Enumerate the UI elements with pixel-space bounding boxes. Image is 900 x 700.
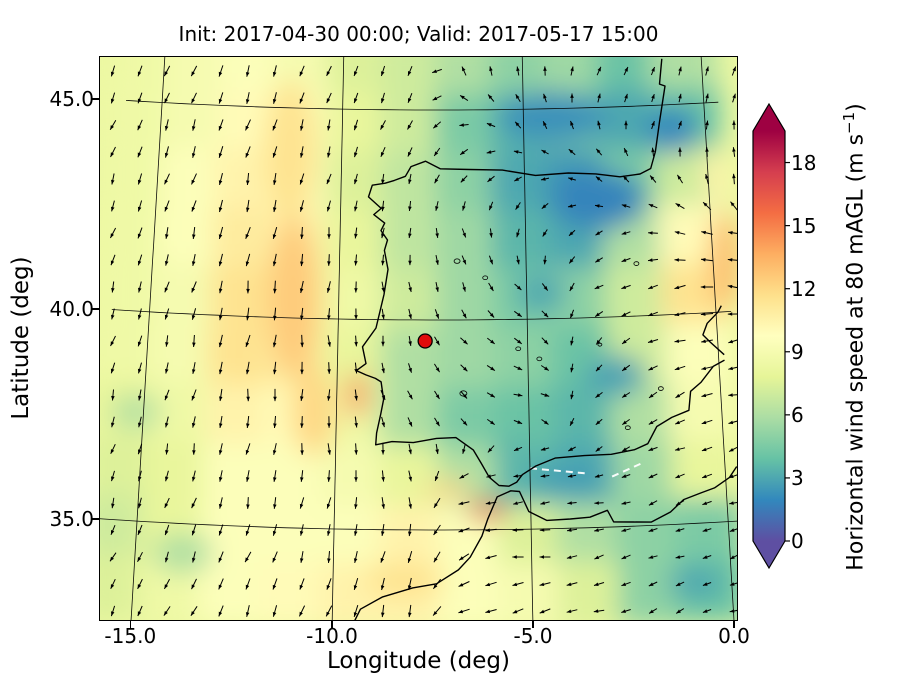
white-dash-segment <box>611 461 644 478</box>
colorbar-tick-label: 15 <box>791 213 817 238</box>
y-tick-mark <box>92 98 99 100</box>
latitude-gridline <box>125 100 719 111</box>
colorbar-tick-label: 0 <box>791 529 804 553</box>
colorbar-tick-marks <box>785 161 790 542</box>
map-plot-area <box>99 56 738 621</box>
colorbar-label-superscript: −1 <box>840 111 858 134</box>
longitude-gridline <box>700 57 735 620</box>
map-canvas <box>100 57 737 620</box>
x-axis-label: Longitude (deg) <box>326 648 510 674</box>
colorbar-label: Horizontal wind speed at 80 mAGL (m s−1) <box>840 32 874 642</box>
site-marker <box>417 333 433 349</box>
wind-speed-field <box>100 57 737 620</box>
white-dash-segment <box>529 467 585 475</box>
latitude-gridline <box>111 309 732 321</box>
y-tick-label: 40.0 <box>49 297 94 321</box>
x-tick-label: -5.0 <box>513 624 553 648</box>
x-tick-label: 0.0 <box>718 624 750 648</box>
colorbar-tick-label: 6 <box>791 402 804 427</box>
graticule <box>100 57 737 620</box>
y-tick-label: 45.0 <box>49 87 94 111</box>
y-tick-label: 35.0 <box>49 507 94 531</box>
colorbar-label-close: ) <box>843 103 869 112</box>
plot-title: Init: 2017-04-30 00:00; Valid: 2017-05-1… <box>178 22 659 46</box>
latitude-gridline <box>100 518 737 531</box>
x-tick-mark <box>532 621 534 628</box>
longitude-gridline <box>521 57 534 620</box>
lakes <box>453 258 664 430</box>
colorbar-bar <box>752 103 786 570</box>
colorbar-tick-label: 3 <box>791 465 804 490</box>
y-tick-mark <box>92 518 99 520</box>
colorbar <box>752 103 790 570</box>
y-axis-label: Latitude (deg) <box>8 256 34 420</box>
colorbar-tick-label: 9 <box>791 339 804 364</box>
x-tick-mark <box>331 621 333 628</box>
x-tick-mark <box>129 621 131 628</box>
wind-arrows <box>109 65 737 618</box>
x-tick-label: -10.0 <box>306 624 358 648</box>
longitude-gridline <box>331 57 345 620</box>
x-tick-label: -15.0 <box>104 624 157 648</box>
colorbar-tick-label: 18 <box>791 150 817 175</box>
x-tick-mark <box>733 621 735 628</box>
y-tick-mark <box>92 308 99 310</box>
colorbar-tick-label: 12 <box>791 276 817 301</box>
colorbar-label-text: Horizontal wind speed at 80 mAGL (m s <box>843 133 869 571</box>
longitude-gridline <box>130 57 166 620</box>
